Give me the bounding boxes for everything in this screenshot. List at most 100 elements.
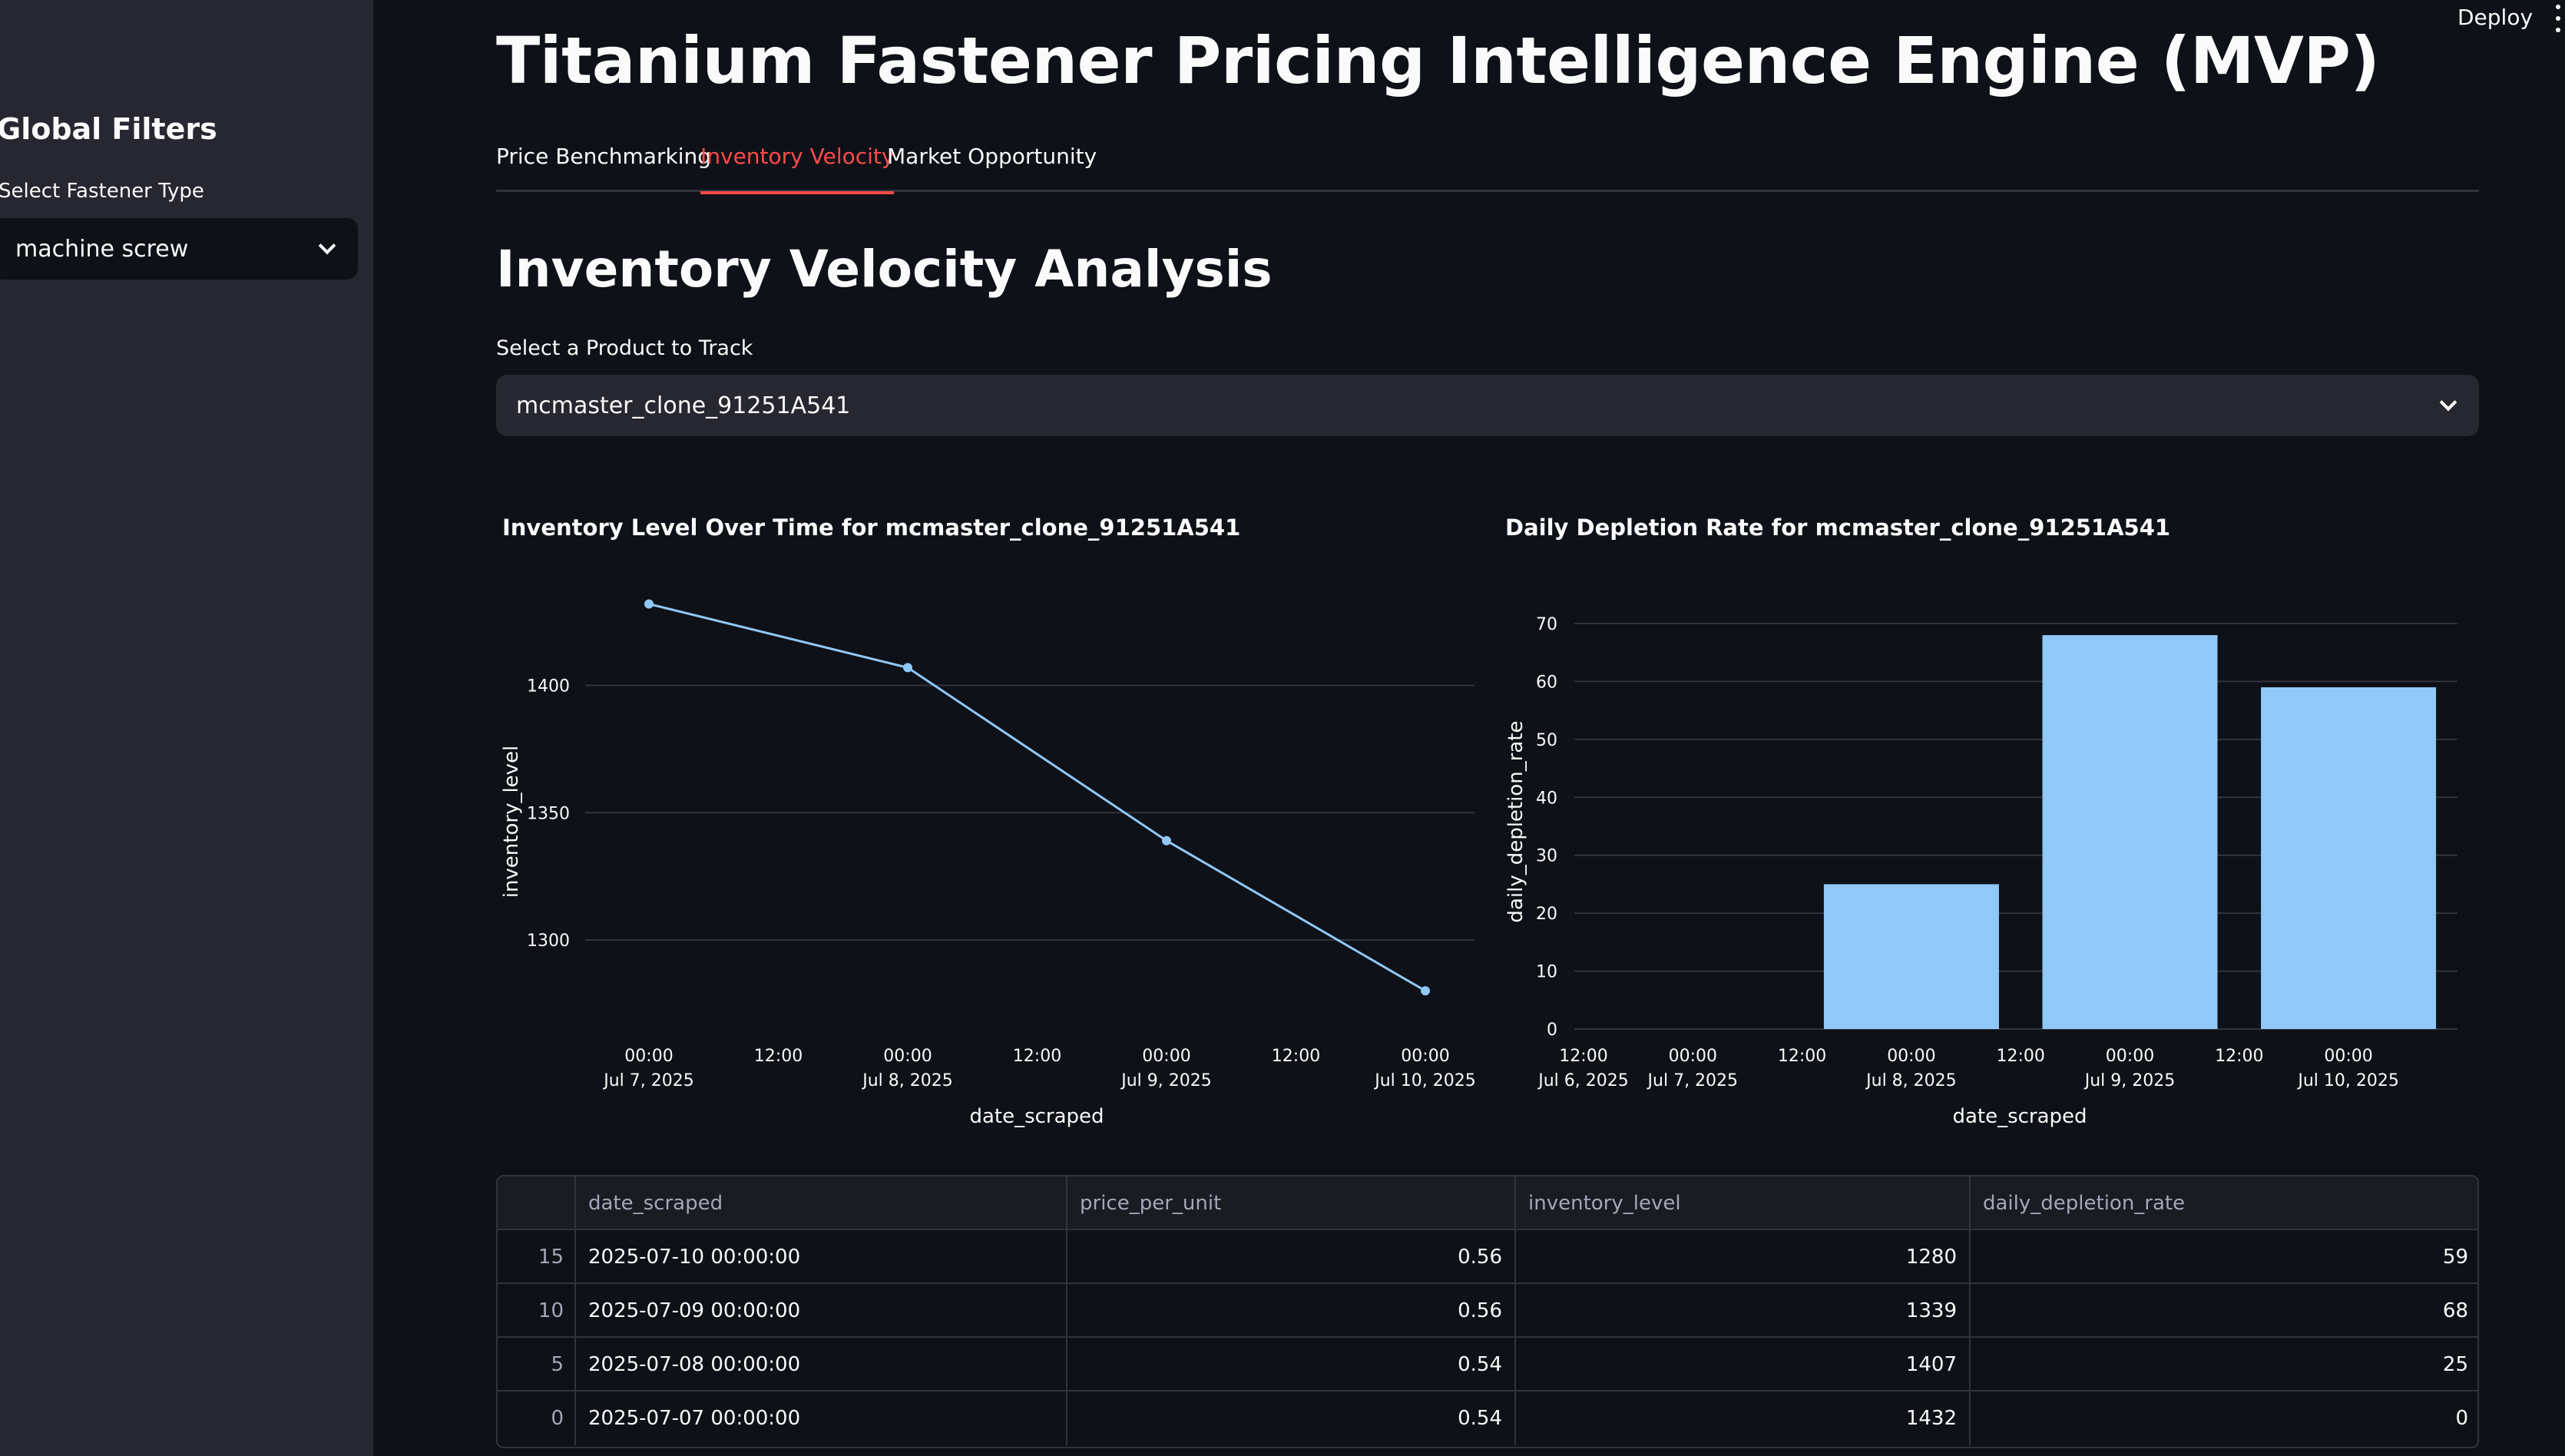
x-tick-time: 12:00 — [1272, 1047, 1320, 1066]
fastener-type-value: machine screw — [15, 235, 189, 263]
bar-chart-title: Daily Depletion Rate for mcmaster_clone_… — [1505, 515, 2171, 541]
tab-bar: Price Benchmarking Inventory Velocity Ma… — [496, 143, 2479, 194]
x-tick-time: 00:00 — [624, 1047, 673, 1066]
product-select-value: mcmaster_clone_91251A541 — [516, 392, 851, 419]
table-cell-date[interactable]: 2025-07-07 00:00:00 — [576, 1391, 1067, 1445]
table-cell-depletion[interactable]: 0 — [2455, 1407, 2468, 1430]
table-cell-price[interactable]: 0.56 — [1067, 1284, 1516, 1338]
x-tick-date: Jul 9, 2025 — [2083, 1071, 2176, 1090]
table-cell-index[interactable]: 5 — [498, 1338, 576, 1391]
table-header-index[interactable] — [498, 1176, 576, 1230]
product-select-label: Select a Product to Track — [496, 336, 753, 360]
y-tick-label: 30 — [1536, 847, 1557, 866]
x-tick-time: 00:00 — [1142, 1047, 1190, 1066]
x-axis-label: date_scraped — [969, 1105, 1104, 1128]
y-tick-label: 60 — [1536, 673, 1557, 692]
x-tick-date: Jul 10, 2025 — [2296, 1071, 2399, 1090]
x-tick-time: 12:00 — [1013, 1047, 1061, 1066]
depletion-bar-chart: 0 10 20 30 40 50 60 70 12:00 Jul 6, 2025 00:00 Jul … — [1504, 615, 2457, 1128]
x-tick-date: Jul 9, 2025 — [1120, 1071, 1212, 1090]
x-tick-date: Jul 7, 2025 — [602, 1071, 694, 1090]
data-table: date_scraped price_per_unit inventory_le… — [496, 1175, 2479, 1448]
table-cell-index[interactable]: 10 — [498, 1284, 576, 1338]
x-tick-time: 12:00 — [1778, 1047, 1826, 1066]
table-header-row: date_scraped price_per_unit inventory_le… — [498, 1176, 2477, 1230]
x-tick-time: 12:00 — [754, 1047, 803, 1066]
y-tick-label: 10 — [1536, 963, 1557, 982]
x-tick-time: 00:00 — [1669, 1047, 1717, 1066]
x-tick-date: Jul 6, 2025 — [1537, 1071, 1629, 1090]
tab-market-opportunity[interactable]: Market Opportunity — [887, 144, 1097, 169]
table-row: 15 2025-07-10 00:00:00 0.56 1280 59 — [498, 1230, 2477, 1284]
page-title: Titanium Fastener Pricing Intelligence E… — [496, 23, 2380, 98]
y-axis-label: daily_depletion_rate — [1504, 720, 1527, 922]
y-tick-label: 1350 — [527, 804, 570, 823]
y-tick-label: 1300 — [527, 932, 570, 951]
x-tick-time: 00:00 — [1887, 1047, 1935, 1066]
x-tick-time: 12:00 — [2215, 1047, 2263, 1066]
table-cell-index[interactable]: 0 — [498, 1391, 576, 1445]
chevron-down-icon — [318, 237, 336, 255]
data-point — [644, 599, 654, 609]
table-cell-date[interactable]: 2025-07-09 00:00:00 — [576, 1284, 1067, 1338]
table-cell-inventory[interactable]: 1407 — [1516, 1338, 1971, 1391]
bar — [2042, 635, 2218, 1029]
table-cell-date[interactable]: 2025-07-08 00:00:00 — [576, 1338, 1067, 1391]
bar — [2261, 687, 2437, 1029]
x-tick-time: 00:00 — [883, 1047, 932, 1066]
product-select[interactable]: mcmaster_clone_91251A541 — [496, 375, 2479, 436]
table-cell-date[interactable]: 2025-07-10 00:00:00 — [576, 1230, 1067, 1284]
y-axis-label: inventory_level — [500, 746, 523, 898]
fastener-type-label: Select Fastener Type — [0, 180, 204, 203]
tab-price-benchmarking[interactable]: Price Benchmarking — [496, 144, 711, 169]
x-axis-label: date_scraped — [1952, 1105, 2087, 1128]
y-tick-label: 40 — [1536, 789, 1557, 808]
table-cell-depletion[interactable]: 68 — [2442, 1299, 2468, 1322]
data-point — [903, 663, 912, 673]
table-row: 10 2025-07-09 00:00:00 0.56 1339 68 — [498, 1284, 2477, 1338]
x-tick-date: Jul 10, 2025 — [1373, 1071, 1476, 1090]
chevron-down-icon — [2439, 393, 2457, 412]
table-cell-price[interactable]: 0.54 — [1067, 1338, 1516, 1391]
x-tick-date: Jul 8, 2025 — [861, 1071, 953, 1090]
table-cell-depletion[interactable]: 59 — [2442, 1246, 2468, 1269]
kebab-menu-icon[interactable] — [2554, 5, 2562, 32]
x-tick-date: Jul 7, 2025 — [1647, 1071, 1739, 1090]
table-header-inventory[interactable]: inventory_level — [1516, 1176, 1971, 1230]
table-cell-price[interactable]: 0.56 — [1067, 1230, 1516, 1284]
x-tick-time: 00:00 — [2106, 1047, 2154, 1066]
y-tick-label: 50 — [1536, 731, 1557, 750]
table-row: 5 2025-07-08 00:00:00 0.54 1407 25 — [498, 1338, 2477, 1391]
table-header-depletion[interactable]: daily_depletion_rate — [1983, 1192, 2186, 1215]
x-tick-time: 12:00 — [1996, 1047, 2044, 1066]
series-line — [648, 603, 1426, 992]
table-cell-inventory[interactable]: 1280 — [1516, 1230, 1971, 1284]
sidebar-title: Global Filters — [0, 112, 217, 146]
table-row: 0 2025-07-07 00:00:00 0.54 1432 0 — [498, 1391, 2477, 1445]
data-point — [1421, 986, 1430, 996]
x-tick-date: Jul 8, 2025 — [1865, 1071, 1957, 1090]
table-cell-index[interactable]: 15 — [498, 1230, 576, 1284]
sidebar: Global Filters Select Fastener Type mach… — [0, 0, 373, 1456]
table-header-date[interactable]: date_scraped — [576, 1176, 1067, 1230]
table-header-price[interactable]: price_per_unit — [1067, 1176, 1516, 1230]
x-tick-time: 00:00 — [1401, 1047, 1449, 1066]
y-tick-label: 70 — [1536, 615, 1557, 634]
x-tick-time: 12:00 — [1559, 1047, 1607, 1066]
table-cell-inventory[interactable]: 1339 — [1516, 1284, 1971, 1338]
inventory-line-chart: 1300 1350 1400 00:00 Jul 7, 2025 12:00 00:00 Ju… — [500, 599, 1476, 1128]
y-tick-label: 1400 — [527, 677, 570, 697]
tab-inventory-velocity[interactable]: Inventory Velocity — [700, 143, 895, 194]
y-tick-label: 0 — [1547, 1021, 1557, 1040]
section-title: Inventory Velocity Analysis — [496, 240, 1273, 299]
fastener-type-select[interactable]: machine screw — [0, 218, 358, 280]
line-chart-title: Inventory Level Over Time for mcmaster_c… — [502, 515, 1241, 541]
table-cell-depletion[interactable]: 25 — [2442, 1353, 2468, 1376]
bar — [1823, 884, 1999, 1029]
table-cell-price[interactable]: 0.54 — [1067, 1391, 1516, 1445]
y-tick-label: 20 — [1536, 905, 1557, 924]
deploy-button[interactable]: Deploy — [2457, 5, 2534, 30]
table-cell-inventory[interactable]: 1432 — [1516, 1391, 1971, 1445]
data-point — [1162, 836, 1171, 845]
x-tick-time: 00:00 — [2324, 1047, 2372, 1066]
